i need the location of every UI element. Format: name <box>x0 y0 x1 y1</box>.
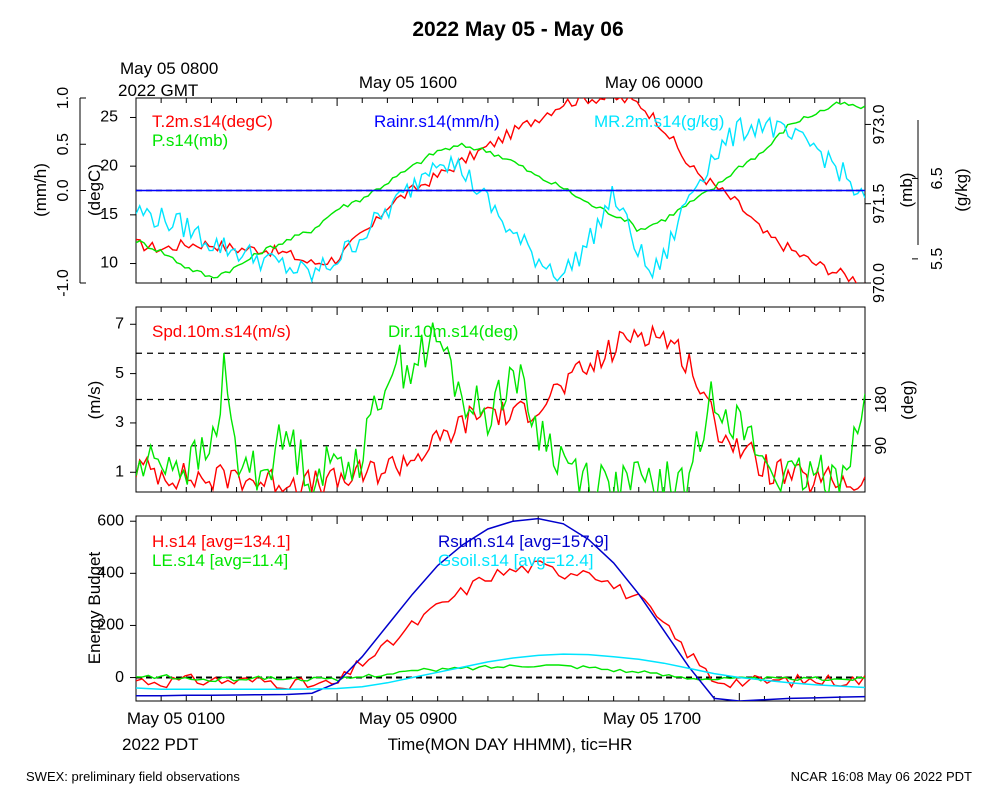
panel-2: 7 5 3 1 (m/s) 180 90 (deg) Spd.10m.s14(m/s) Dir.1… <box>85 315 917 492</box>
bottom-start-label-2: 2022 PDT <box>122 735 199 754</box>
series-line-rsum <box>136 517 865 701</box>
series-line-gsoil <box>136 653 865 691</box>
y-tick-label: 200 <box>97 617 124 634</box>
legend-entry: Spd.10m.s14(m/s) <box>152 322 291 341</box>
series-line-speed <box>136 323 865 492</box>
y-tick-label: 6.5 <box>929 167 946 189</box>
y-tick-label: 25 <box>100 109 118 126</box>
y-axis-label: (deg) <box>898 380 917 420</box>
y-tick-label: 15 <box>100 206 118 223</box>
legend-entry: T.2m.s14(degC) <box>152 112 273 131</box>
y-axis-label: (mb) <box>897 173 916 208</box>
y-axis-label: (degC) <box>85 164 104 216</box>
y-axis-label: (mm/h) <box>31 163 50 217</box>
y-tick-label: 0.5 <box>55 133 72 155</box>
y-tick-label: 400 <box>97 565 124 582</box>
y-tick-label: 7 <box>115 315 124 332</box>
y-axis-label: Energy Budget <box>85 551 104 664</box>
series-line-temp <box>136 98 865 283</box>
y-tick-label: 90 <box>873 437 890 455</box>
series-line-pressure <box>136 101 865 279</box>
bottom-tick-label-3: May 05 1700 <box>603 709 701 728</box>
y-tick-label: 1 <box>115 463 124 480</box>
legend-entry: Dir.10m.s14(deg) <box>388 322 518 341</box>
top-start-label-2: 2022 GMT <box>118 81 198 100</box>
footer-right: NCAR 16:08 May 06 2022 PDT <box>791 769 972 784</box>
panel-1: 1.0 0.5 0.0 -1.0 (mm/h) 25 20 15 10 (degC) 973.0 97… <box>31 87 971 303</box>
y-tick-label: 5.5 <box>929 248 946 270</box>
bottom-tick-label-2: May 05 0900 <box>359 709 457 728</box>
y-tick-label: 973.0 <box>871 104 888 144</box>
y-tick-label: 1.0 <box>55 87 72 109</box>
y-tick-label: 3 <box>115 414 124 431</box>
legend-entry: P.s14(mb) <box>152 131 228 150</box>
x-axis-label: Time(MON DAY HHMM), tic=HR <box>388 735 633 754</box>
y-axis-label: (g/kg) <box>952 168 971 211</box>
legend-entry: Gsoil.s14 [avg=12.4] <box>438 551 593 570</box>
y-tick-label: -1.0 <box>55 269 72 297</box>
y-tick-label: 0.0 <box>55 179 72 201</box>
legend-entry: MR.2m.s14(g/kg) <box>594 112 724 131</box>
y-tick-label: 971.5 <box>871 184 888 224</box>
y-axis-label: (m/s) <box>85 381 104 420</box>
series-line-direction <box>136 322 865 492</box>
bottom-tick-label-1: May 05 0100 <box>127 709 225 728</box>
time-ticks <box>135 98 866 701</box>
legend-entry: LE.s14 [avg=11.4] <box>152 551 288 570</box>
y-tick-label: 5 <box>115 365 124 382</box>
series-line-h <box>136 560 865 690</box>
legend-entry: H.s14 [avg=134.1] <box>152 532 290 551</box>
top-tick-label-1: May 05 1600 <box>359 73 457 92</box>
top-tick-label-2: May 06 0000 <box>605 73 703 92</box>
y-tick-label: 0 <box>115 669 124 686</box>
y-tick-label: 10 <box>100 255 118 272</box>
series-line-mr <box>136 116 865 283</box>
y-tick-label: 20 <box>100 157 118 174</box>
y-tick-label: 180 <box>873 386 890 413</box>
panel-3: 600 400 200 0 Energy Budget H.s14 [avg=134.1]… <box>85 512 865 701</box>
legend-entry: Rsum.s14 [avg=157.9] <box>438 532 609 551</box>
legend-entry: Rainr.s14(mm/h) <box>374 112 500 131</box>
chart-title: 2022 May 05 - May 06 <box>412 18 623 41</box>
footer-left: SWEX: preliminary field observations <box>26 769 240 784</box>
top-start-label-1: May 05 0800 <box>120 59 218 78</box>
y-tick-label: 970.0 <box>871 263 888 303</box>
y-tick-label: 600 <box>97 512 124 529</box>
panel-3-frame <box>135 515 866 702</box>
